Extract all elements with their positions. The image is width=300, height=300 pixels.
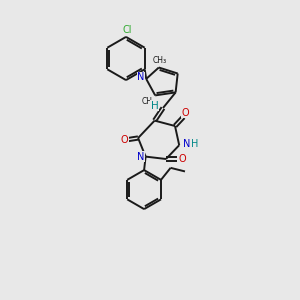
Text: N: N — [183, 139, 190, 149]
Text: N: N — [137, 72, 145, 82]
Text: H: H — [191, 139, 199, 149]
Text: CH₃: CH₃ — [152, 56, 167, 65]
Text: O: O — [178, 154, 186, 164]
Text: CH₃: CH₃ — [142, 98, 156, 106]
Text: O: O — [181, 108, 189, 118]
Text: N: N — [137, 152, 145, 162]
Text: Cl: Cl — [123, 25, 132, 35]
Text: H: H — [151, 100, 158, 111]
Text: O: O — [121, 135, 128, 145]
